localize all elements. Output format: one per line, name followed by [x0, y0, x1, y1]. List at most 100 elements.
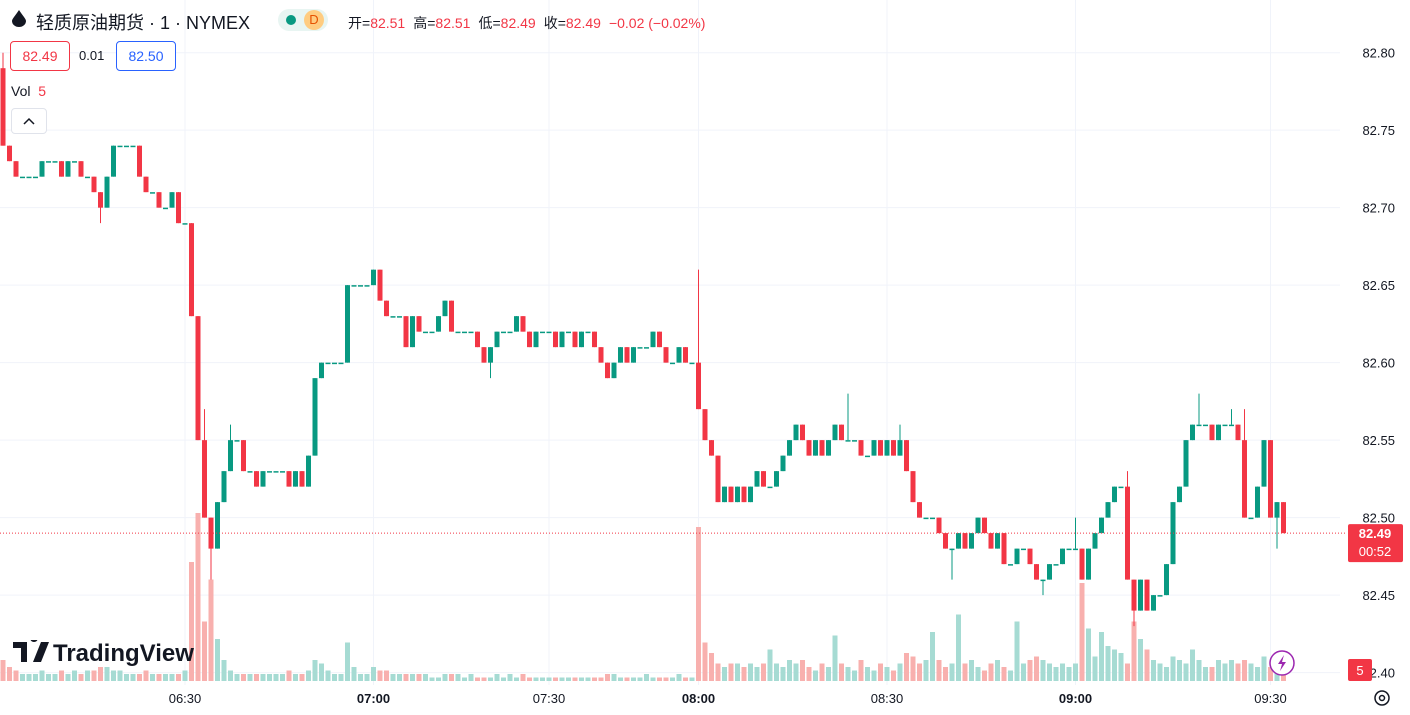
candle-body — [1138, 579, 1143, 611]
candle-body — [494, 331, 500, 348]
candle-body — [247, 471, 253, 473]
candle-body — [1255, 486, 1260, 518]
volume-bar — [975, 667, 981, 681]
ohlc-label: 低= — [478, 15, 501, 31]
candle-body — [819, 440, 825, 456]
candle-body — [319, 362, 324, 379]
candle-body — [878, 440, 883, 456]
status-pill[interactable]: D — [278, 9, 328, 31]
ohlc-label: 高= — [413, 15, 436, 31]
candle-body — [1066, 548, 1072, 551]
settings-button[interactable] — [1374, 690, 1390, 706]
candle-body — [1183, 440, 1189, 487]
buy-button[interactable]: 82.50 — [116, 41, 176, 71]
volume-bar — [897, 663, 903, 681]
candle-body — [442, 300, 448, 317]
volume-bar — [1268, 667, 1273, 681]
candle-body — [728, 486, 734, 503]
volume-bar — [826, 667, 831, 681]
volume-bar — [410, 674, 415, 681]
candle-body — [975, 517, 981, 534]
volume-bar — [1235, 663, 1241, 681]
delay-badge: D — [304, 10, 324, 30]
volume-bar — [891, 670, 896, 681]
brand-logo[interactable]: TradingView — [13, 634, 194, 668]
candle-body — [1216, 424, 1221, 441]
volume-bar — [423, 674, 428, 681]
candle-body — [735, 486, 740, 503]
volume-bar — [780, 667, 786, 681]
candle-body — [1261, 440, 1267, 487]
candle-body — [897, 440, 903, 456]
volume-bar — [351, 667, 357, 681]
candle-body — [215, 502, 220, 549]
x-tick-label: 09:00 — [1059, 691, 1092, 706]
volume-bar — [254, 674, 259, 681]
candle-body — [91, 176, 97, 193]
candle-body — [26, 176, 32, 179]
candle-body — [644, 347, 649, 349]
volume-bar — [228, 670, 233, 681]
volume-bar — [390, 674, 396, 681]
volume-bar — [475, 677, 480, 681]
collapse-button[interactable] — [11, 108, 47, 134]
candle-body — [462, 331, 467, 334]
volume-bar — [1151, 660, 1156, 681]
ohlc-value: 82.51 — [435, 15, 471, 31]
volume-bar — [1261, 656, 1267, 681]
volume-bar — [761, 663, 766, 681]
candle-body — [13, 161, 19, 177]
volume-label: Vol — [11, 83, 31, 99]
candle-body — [195, 316, 201, 441]
candle-body — [481, 347, 487, 363]
candle-body — [202, 440, 207, 518]
volume-bar — [884, 667, 890, 681]
candle-body — [267, 471, 272, 473]
volume-bar — [299, 674, 305, 681]
volume-bar — [793, 663, 799, 681]
y-tick-label: 82.50 — [1362, 511, 1395, 526]
volume-bar — [800, 660, 805, 681]
candle-body — [1209, 424, 1215, 441]
volume-bar — [468, 674, 474, 681]
candle-body — [189, 223, 194, 317]
volume-bar — [403, 674, 409, 681]
volume-bar — [1027, 660, 1033, 681]
volume-bar — [202, 621, 207, 681]
volume-bar — [943, 667, 948, 681]
candle-body — [839, 424, 844, 441]
candle-body — [553, 331, 558, 348]
last-price-badge — [1348, 524, 1403, 563]
candle-body — [371, 269, 376, 286]
candle-body — [605, 362, 610, 379]
candle-body — [1008, 564, 1013, 566]
candle-body — [676, 347, 682, 363]
candle-body — [572, 331, 578, 348]
volume-bar — [507, 674, 513, 681]
volume-bar — [1216, 660, 1221, 681]
candle-body — [85, 176, 90, 179]
candle-body — [559, 331, 565, 348]
volume-bar — [1144, 649, 1150, 681]
volume-bar — [728, 663, 734, 681]
candle-body — [33, 176, 38, 179]
brand-text: TradingView — [53, 640, 194, 667]
volume-bar — [449, 674, 454, 681]
volume-bar — [605, 674, 610, 681]
volume-bar — [215, 639, 220, 681]
candle-body — [1099, 517, 1104, 534]
lightning-button[interactable] — [1269, 650, 1295, 676]
sell-button[interactable]: 82.49 — [10, 41, 70, 71]
symbol-title[interactable]: 轻质原油期货 · 1 · NYMEX — [36, 13, 251, 33]
volume-bar — [65, 674, 71, 681]
volume-bar — [234, 674, 240, 681]
candle-body — [1177, 486, 1182, 503]
volume-bar — [839, 663, 844, 681]
ohlc-value: 82.51 — [370, 15, 406, 31]
volume-value: 5 — [38, 83, 47, 99]
candle-body — [923, 517, 929, 520]
volume-bar — [754, 667, 760, 681]
candle-body — [865, 455, 870, 458]
volume-bar — [91, 670, 97, 681]
